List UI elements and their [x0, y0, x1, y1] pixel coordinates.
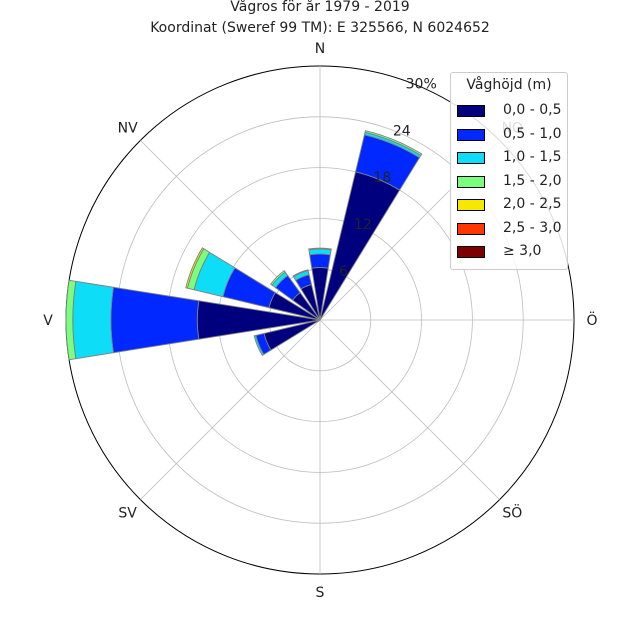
- direction-label: V: [43, 313, 53, 329]
- legend-label: 0,5 - 1,0: [503, 125, 562, 142]
- rose-segment: [308, 248, 332, 256]
- legend-label: ≥ 3,0: [503, 243, 542, 259]
- rose-segment: [110, 286, 200, 354]
- rose-segment: [270, 270, 286, 286]
- rose-segment: [319, 171, 401, 321]
- legend-label: 0,0 - 0,5: [503, 102, 562, 118]
- legend-swatch: [457, 222, 485, 235]
- rose-segment: [65, 279, 77, 361]
- legend-label: 1,5 - 2,0: [503, 172, 562, 189]
- radial-tick-label: 6: [339, 264, 348, 280]
- radial-tick-label: 24: [393, 123, 411, 139]
- legend-label: 2,5 - 3,0: [503, 219, 562, 236]
- rose-segment: [364, 130, 423, 157]
- legend-label: 2,0 - 2,5: [503, 196, 562, 212]
- legend-swatch: [457, 175, 485, 188]
- rose-segment: [253, 334, 265, 357]
- rose-segment: [309, 253, 331, 269]
- rose-segment: [72, 280, 114, 360]
- legend-swatch: [457, 152, 485, 164]
- grid-spoke: [319, 319, 500, 500]
- direction-label: SV: [118, 505, 137, 521]
- legend-swatch: [457, 199, 485, 211]
- grid-spoke: [140, 319, 321, 500]
- radial-tick-label: 12: [354, 217, 372, 233]
- legend-swatch: [457, 105, 485, 117]
- chart-subtitle: Koordinat (Sweref 99 TM): E 325566, N 60…: [150, 20, 490, 36]
- rose-segment: [185, 247, 205, 289]
- legend-swatch: [457, 128, 485, 141]
- direction-label: N: [315, 41, 325, 57]
- legend: Våghöjd (m) 0,0 - 0,5 0,5 - 1,0 1,0 - 1,5 1…: [450, 72, 568, 270]
- rose-segment: [292, 269, 309, 278]
- radial-tick-label: 30%: [406, 76, 437, 92]
- direction-label: S: [316, 585, 325, 601]
- legend-label: 1,0 - 1,5: [503, 149, 562, 165]
- direction-label: Ö: [586, 311, 597, 329]
- radial-tick-label: 18: [373, 170, 391, 186]
- legend-title: Våghöjd (m): [466, 77, 552, 93]
- rose-segment: [308, 247, 332, 251]
- legend-swatch: [457, 246, 485, 258]
- direction-label: SÖ: [502, 503, 522, 521]
- chart-title: Vågros för år 1979 - 2019: [230, 0, 410, 15]
- direction-label: NV: [118, 121, 138, 137]
